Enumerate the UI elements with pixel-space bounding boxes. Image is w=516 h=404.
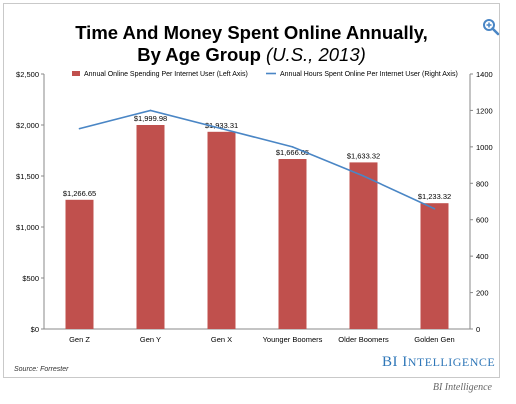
y-right-tick-label: 600 <box>476 216 489 225</box>
bar-data-label: $1,666.65 <box>276 148 309 157</box>
bar <box>65 199 94 329</box>
chart-title: Time And Money Spent Online Annually, By… <box>4 22 499 66</box>
y-left-tick-label: $1,500 <box>16 172 39 181</box>
legend-bar-label: Annual Online Spending Per Internet User… <box>84 71 248 78</box>
hours-point <box>220 127 223 130</box>
hours-point <box>362 175 365 177</box>
bar-data-label: $1,233.32 <box>418 192 451 201</box>
chart-frame: Time And Money Spent Online Annually, By… <box>3 3 500 378</box>
bar-data-label: $1,266.65 <box>63 189 96 198</box>
image-caption: BI Intelligence <box>432 382 492 393</box>
x-category-label: Younger Boomers <box>263 335 323 344</box>
source-note: Source: Forrester <box>14 366 69 373</box>
bar-data-label: $1,933.31 <box>205 121 238 130</box>
bar-data-label: $1,999.98 <box>134 114 167 123</box>
hours-point <box>433 207 436 210</box>
bar <box>136 125 165 329</box>
hours-point <box>78 127 81 130</box>
y-left-tick-label: $1,000 <box>16 223 39 232</box>
bar <box>349 162 378 329</box>
x-category-label: Gen Z <box>69 335 90 344</box>
zoom-in-icon[interactable] <box>482 18 500 36</box>
y-right-tick-label: 0 <box>476 325 480 334</box>
bi-intelligence-logo: BI INTELLIGENCE <box>382 354 495 371</box>
bar <box>278 159 307 329</box>
x-category-label: Golden Gen <box>414 335 454 344</box>
y-right-tick-label: 1000 <box>476 143 493 152</box>
chart-title-italic: (U.S., 2013) <box>266 44 366 65</box>
bar <box>420 203 449 329</box>
x-category-label: Gen X <box>211 335 232 344</box>
y-left-tick-label: $2,500 <box>16 70 39 79</box>
chart-title-main: By Age Group <box>137 44 261 65</box>
x-category-label: Gen Y <box>140 335 161 344</box>
chart-title-line1: Time And Money Spent Online Annually, <box>75 22 428 43</box>
y-left-tick-label: $500 <box>22 274 39 283</box>
brand-rest: NTELLIGENCE <box>407 355 496 369</box>
y-left-tick-label: $2,000 <box>16 121 39 130</box>
chart-title-line2: By Age Group (U.S., 2013) <box>4 44 499 66</box>
brand-first: BI <box>382 354 398 370</box>
hours-point <box>149 109 152 112</box>
combo-chart: $0 $500 $1,000 $1,500 $2,000 $2,500 0 200 400 600… <box>16 70 493 344</box>
y-right-tick-label: 200 <box>476 289 489 298</box>
hours-line <box>79 109 435 210</box>
x-category-label: Older Boomers <box>338 335 389 344</box>
bar <box>207 131 236 329</box>
y-left-tick-label: $0 <box>31 325 39 334</box>
y-right-tick-label: 800 <box>476 179 489 188</box>
y-right-tick-label: 1400 <box>476 70 493 79</box>
y-right-tick-label: 1200 <box>476 106 493 115</box>
legend-bar-swatch <box>72 71 80 76</box>
hours-point <box>291 146 294 148</box>
bar-data-label: $1,633.32 <box>347 151 380 160</box>
y-right-tick-label: 400 <box>476 252 489 261</box>
legend-line-label: Annual Hours Spent Online Per Internet U… <box>280 71 458 78</box>
brand-initial: I <box>402 354 408 370</box>
